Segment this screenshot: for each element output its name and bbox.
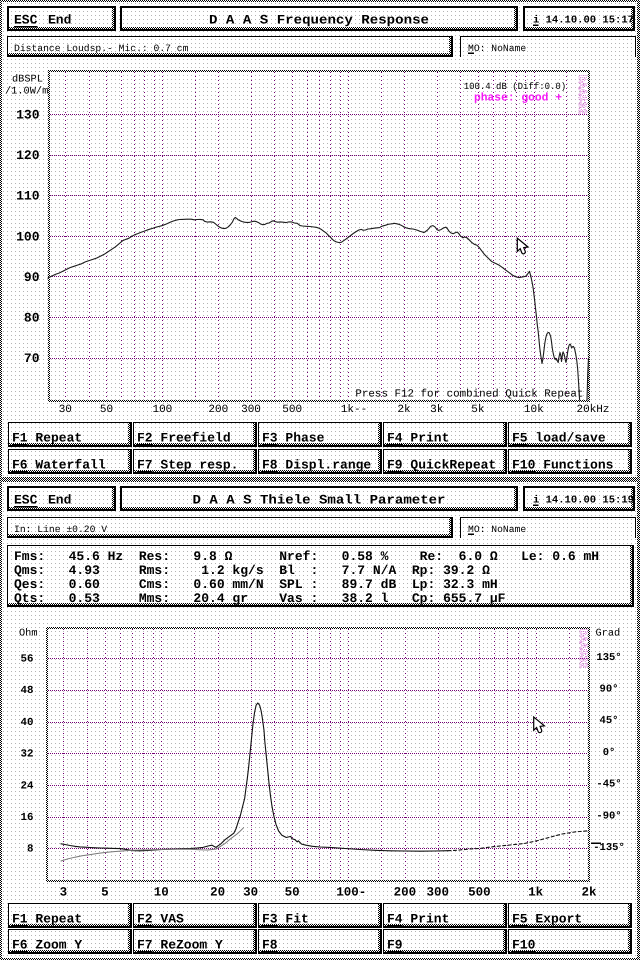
svg-text:3k: 3k xyxy=(430,404,444,416)
svg-text:30: 30 xyxy=(59,404,72,416)
svg-text:500: 500 xyxy=(282,404,302,416)
svg-text:F4 Print: F4 Print xyxy=(387,431,449,446)
svg-text:200: 200 xyxy=(394,886,417,900)
svg-text:0°: 0° xyxy=(603,747,616,759)
svg-text:F8 Displ.range: F8 Displ.range xyxy=(262,458,371,473)
svg-text:F4 Print: F4 Print xyxy=(387,912,449,927)
svg-text:8: 8 xyxy=(27,844,33,856)
svg-text:-45°: -45° xyxy=(596,779,621,791)
svg-text:45°: 45° xyxy=(600,715,619,727)
svg-text:F6 Waterfall: F6 Waterfall xyxy=(12,458,106,473)
svg-text:F2 VAS: F2 VAS xyxy=(137,912,184,927)
svg-text:300: 300 xyxy=(241,404,261,416)
svg-text:Fms: 45.6 Hz Res: 9.8 Ω: Fms: 45.6 Hz Res: 9.8 Ω Nref: 0.58 % Re:… xyxy=(14,549,599,564)
svg-text:56: 56 xyxy=(21,654,34,666)
svg-text:100.4 dB (Diff:0.0): 100.4 dB (Diff:0.0) xyxy=(464,81,567,92)
svg-text:30: 30 xyxy=(243,886,258,900)
svg-text:500: 500 xyxy=(468,886,491,900)
svg-text:F5 Export: F5 Export xyxy=(512,912,582,927)
svg-text:F7 ReZoom Y: F7 ReZoom Y xyxy=(137,938,223,953)
svg-text:90°: 90° xyxy=(600,684,619,696)
svg-text:300: 300 xyxy=(427,886,450,900)
svg-text:50: 50 xyxy=(100,404,113,416)
svg-text:90: 90 xyxy=(24,270,40,285)
svg-text:F7 Step resp.: F7 Step resp. xyxy=(137,458,238,473)
svg-text:Ohm: Ohm xyxy=(19,628,38,640)
svg-text:F1 Repeat: F1 Repeat xyxy=(12,912,82,927)
svg-text:100: 100 xyxy=(16,229,40,244)
svg-text:ESC: ESC xyxy=(14,13,38,28)
svg-text:20kHz: 20kHz xyxy=(576,404,609,416)
svg-text:DAAS32: DAAS32 xyxy=(575,75,587,115)
svg-text:135°: 135° xyxy=(596,652,621,664)
svg-text:F9: F9 xyxy=(387,938,403,953)
svg-text:F5 load/save: F5 load/save xyxy=(512,431,606,446)
svg-text:16: 16 xyxy=(21,812,34,824)
svg-text:1k: 1k xyxy=(528,886,544,900)
svg-text:20: 20 xyxy=(210,886,225,900)
svg-text:3: 3 xyxy=(60,886,68,900)
svg-text:i 14.10.00 15:19: i 14.10.00 15:19 xyxy=(533,495,634,507)
svg-text:200: 200 xyxy=(208,404,228,416)
svg-text:Qts: 0.53 Mms: 20.4 gr: Qts: 0.53 Mms: 20.4 gr Vas : 38.2 l Cp: … xyxy=(14,591,506,606)
svg-text:MO: NoName: MO: NoName xyxy=(468,524,526,535)
svg-text:10: 10 xyxy=(154,886,169,900)
svg-text:100-: 100- xyxy=(336,886,366,900)
svg-text:120: 120 xyxy=(16,148,40,163)
svg-text:F3 Fit: F3 Fit xyxy=(262,912,309,927)
svg-text:End: End xyxy=(48,13,71,28)
svg-text:In: Line ±0.20 V: In: Line ±0.20 V xyxy=(14,524,107,535)
svg-text:D A A S Frequency Response: D A A S Frequency Response xyxy=(209,13,429,28)
svg-text:10k: 10k xyxy=(524,404,544,416)
svg-text:Grad: Grad xyxy=(596,628,621,640)
svg-text:F2 Freefield: F2 Freefield xyxy=(137,431,231,446)
svg-text:D A A S Thiele Small Paramete: D A A S Thiele Small Parameter xyxy=(193,493,446,508)
svg-text:70: 70 xyxy=(24,351,40,366)
svg-text:F3 Phase: F3 Phase xyxy=(262,431,325,446)
svg-text:50: 50 xyxy=(285,886,300,900)
svg-text:110: 110 xyxy=(16,189,40,204)
svg-text:2k: 2k xyxy=(397,404,411,416)
svg-text:-90°: -90° xyxy=(596,810,621,822)
svg-text:40: 40 xyxy=(21,717,34,729)
svg-text:Distance Loudsp.- Mic.: 0.7 cm: Distance Loudsp.- Mic.: 0.7 cm xyxy=(14,43,189,54)
svg-text:F8: F8 xyxy=(262,938,278,953)
svg-text:MO: NoName: MO: NoName xyxy=(468,43,526,54)
svg-text:130: 130 xyxy=(16,108,40,123)
svg-text:48: 48 xyxy=(21,685,34,697)
svg-text:F10 Functions: F10 Functions xyxy=(512,458,614,473)
svg-text:Qms: 4.93 Rms: 1.2 kg: Qms: 4.93 Rms: 1.2 kg/s Bl : 7.7 N/A Rp:… xyxy=(14,563,490,578)
svg-text:100: 100 xyxy=(152,404,172,416)
svg-text:2k: 2k xyxy=(581,886,597,900)
svg-text:F9 QuickRepeat: F9 QuickRepeat xyxy=(387,458,496,473)
svg-text:phase: good +: phase: good + xyxy=(474,92,562,105)
svg-text:DAAS32: DAAS32 xyxy=(576,629,588,669)
svg-text:-135°: -135° xyxy=(593,842,625,854)
svg-text:dBSPL: dBSPL xyxy=(12,74,43,86)
svg-text:/1.0W/m: /1.0W/m xyxy=(5,86,48,98)
svg-text:5k: 5k xyxy=(471,404,485,416)
svg-text:24: 24 xyxy=(21,780,34,792)
svg-text:Press F12 for combined Quick R: Press F12 for combined Quick Repeat xyxy=(355,389,583,401)
svg-text:F1 Repeat: F1 Repeat xyxy=(12,431,82,446)
svg-text:F10: F10 xyxy=(512,938,536,953)
svg-text:ESC: ESC xyxy=(14,493,38,508)
svg-text:80: 80 xyxy=(24,311,40,326)
svg-text:Qes: 0.60 Cms: 0.60 mm: Qes: 0.60 Cms: 0.60 mm/N SPL : 89.7 dB L… xyxy=(14,577,498,592)
svg-text:1k--: 1k-- xyxy=(341,404,367,416)
svg-text:F6 Zoom Y: F6 Zoom Y xyxy=(12,938,82,953)
svg-text:End: End xyxy=(48,493,71,508)
svg-text:i 14.10.00 15:17: i 14.10.00 15:17 xyxy=(533,15,634,27)
svg-text:32: 32 xyxy=(21,749,34,761)
svg-text:5: 5 xyxy=(101,886,109,900)
